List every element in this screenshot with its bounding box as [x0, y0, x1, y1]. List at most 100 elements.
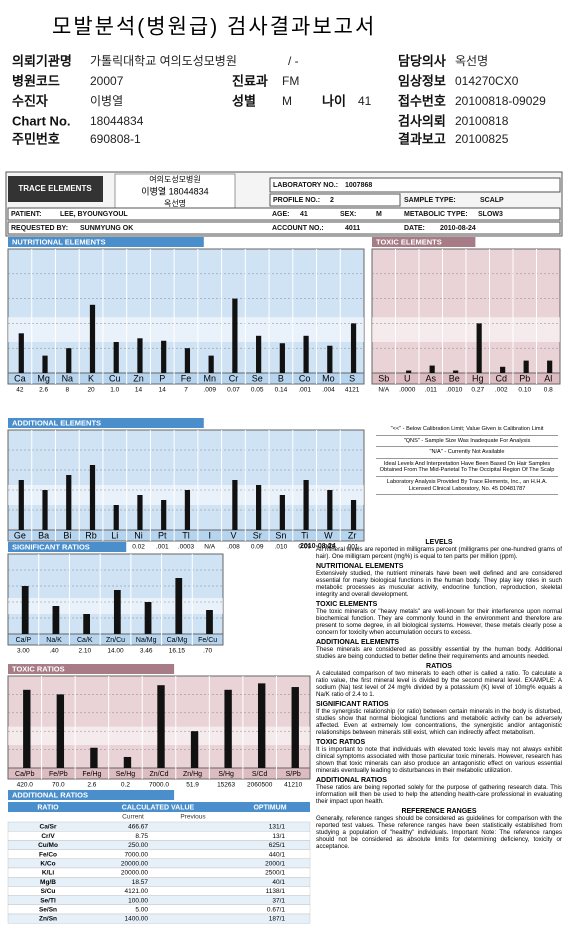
label: 주민번호 [12, 131, 60, 146]
column-value: .001 [156, 544, 169, 551]
label: 임상정보 [398, 73, 446, 88]
legend-item: "QNS" - Sample Size Was Inadequate For A… [376, 436, 558, 448]
note-heading: SIGNIFICANT RATIOS [316, 701, 389, 708]
column-value: .70 [203, 648, 212, 655]
bar [206, 610, 213, 634]
column-label: B [278, 373, 284, 383]
column-value: 51.9 [186, 782, 199, 789]
note-heading: ADDITIONAL ELEMENTS [316, 639, 400, 646]
column-value: 3.00 [17, 648, 30, 655]
panel-header [8, 664, 175, 674]
column-value: 0.27 [471, 387, 484, 394]
label: PROFILE NO.: [273, 197, 320, 204]
ratio-value: 250.00 [128, 842, 148, 849]
column-label: Se/Hg [116, 771, 136, 778]
value: 가톨릭대학교 여의도성모병원 [90, 54, 237, 68]
normal-band [8, 317, 364, 342]
column-value: .002 [495, 387, 508, 394]
info: 의뢰기관명 가톨릭대학교 여의도성모병원 / - 담당의사 옥선명 병원코드 2… [12, 53, 546, 146]
panel-title: SIGNIFICANT RATIOS [12, 542, 90, 551]
column-value: 2060500 [247, 782, 273, 789]
ratio-value: 20000.00 [121, 861, 148, 868]
value: 18044834 [90, 114, 144, 128]
column-label: Na/K [46, 637, 62, 644]
column-label: Zn/Cd [149, 771, 168, 778]
column-value: 0.09 [251, 544, 264, 551]
field [269, 193, 401, 207]
label: 진료과 [232, 73, 268, 88]
ratio-name: Cu/Mo [38, 842, 58, 849]
panel-header [8, 418, 204, 428]
column-label: Fe [181, 373, 192, 383]
column-label: Ba [38, 530, 49, 540]
stamp-line: 이병열 18044834 [141, 186, 208, 196]
column-label: Pt [158, 530, 167, 540]
value: 2010-08-24 [440, 225, 476, 232]
value: 014270CX0 [455, 74, 519, 88]
column-label: Ni [134, 530, 143, 540]
ratio-value: 1400.00 [125, 916, 149, 923]
column-value: 20 [87, 387, 95, 394]
ratio-value: 8.75 [135, 833, 148, 840]
ratio-name: Cr/V [41, 833, 55, 840]
bar [89, 304, 96, 373]
column-value: 2.10 [78, 648, 91, 655]
column-label: Sr [253, 530, 262, 540]
column-label: P [159, 373, 165, 383]
ratio-optimum: 131/1 [269, 824, 286, 831]
value: FM [282, 74, 299, 88]
ratio-optimum: 1138/1 [266, 888, 286, 895]
bar [327, 490, 333, 530]
field [7, 207, 561, 221]
panel-title: TOXIC ELEMENTS [376, 237, 442, 246]
column-value: 15263 [217, 782, 235, 789]
panel-header [8, 542, 127, 552]
column-label: S [349, 373, 355, 383]
column-label: Ca/Pb [15, 771, 35, 778]
ratio-optimum: 13/1 [272, 833, 285, 840]
value: SLOW3 [478, 211, 503, 218]
bar [137, 495, 143, 530]
column-value: 16.15 [169, 648, 186, 655]
stamp-line: 옥선명 [164, 198, 186, 208]
value: SUNMYUNG OK [80, 225, 133, 232]
column-label: S/Hg [218, 771, 234, 778]
column-label: Cr [229, 373, 239, 383]
column-label: Zn [133, 373, 144, 383]
ratio-value: 466.67 [128, 824, 148, 831]
panel-header [372, 237, 476, 247]
note-heading: NUTRITIONAL ELEMENTS [316, 563, 404, 570]
column-label: Tl [182, 530, 190, 540]
column-label: As [425, 373, 436, 383]
bar [279, 495, 285, 530]
column-label: Li [111, 530, 118, 540]
ratio-name: K/Li [42, 870, 54, 877]
bar [89, 465, 96, 530]
bar [23, 689, 31, 768]
column-value: 0.8 [544, 387, 553, 394]
bar [161, 500, 167, 530]
ratio-optimum: 0.67/1 [267, 907, 285, 914]
column-value: .001 [322, 544, 335, 551]
bar [256, 485, 262, 530]
bar [232, 480, 238, 530]
legend-item: "<<" - Below Calibration Limit; Value Gi… [376, 424, 558, 436]
value: 옥선명 [455, 54, 488, 68]
table-sub-cell: Previous [180, 814, 206, 821]
column-label: Mg [37, 373, 50, 383]
ratio-optimum: 440/1 [269, 851, 286, 858]
column-value: .0003 [178, 544, 195, 551]
bar [257, 683, 266, 768]
bar [256, 335, 262, 373]
value: M [282, 94, 292, 108]
column-label: Ca/K [77, 637, 93, 644]
value: M [376, 211, 382, 218]
column-value: .0000 [399, 387, 416, 394]
column-label: Cd [495, 373, 507, 383]
note-text: It is important to note that individuals… [316, 746, 562, 774]
note-heading: TOXIC RATIOS [316, 739, 366, 746]
value: SCALP [480, 197, 504, 204]
bar [476, 323, 482, 373]
label: REQUESTED BY: [11, 225, 68, 232]
bar [66, 348, 72, 373]
